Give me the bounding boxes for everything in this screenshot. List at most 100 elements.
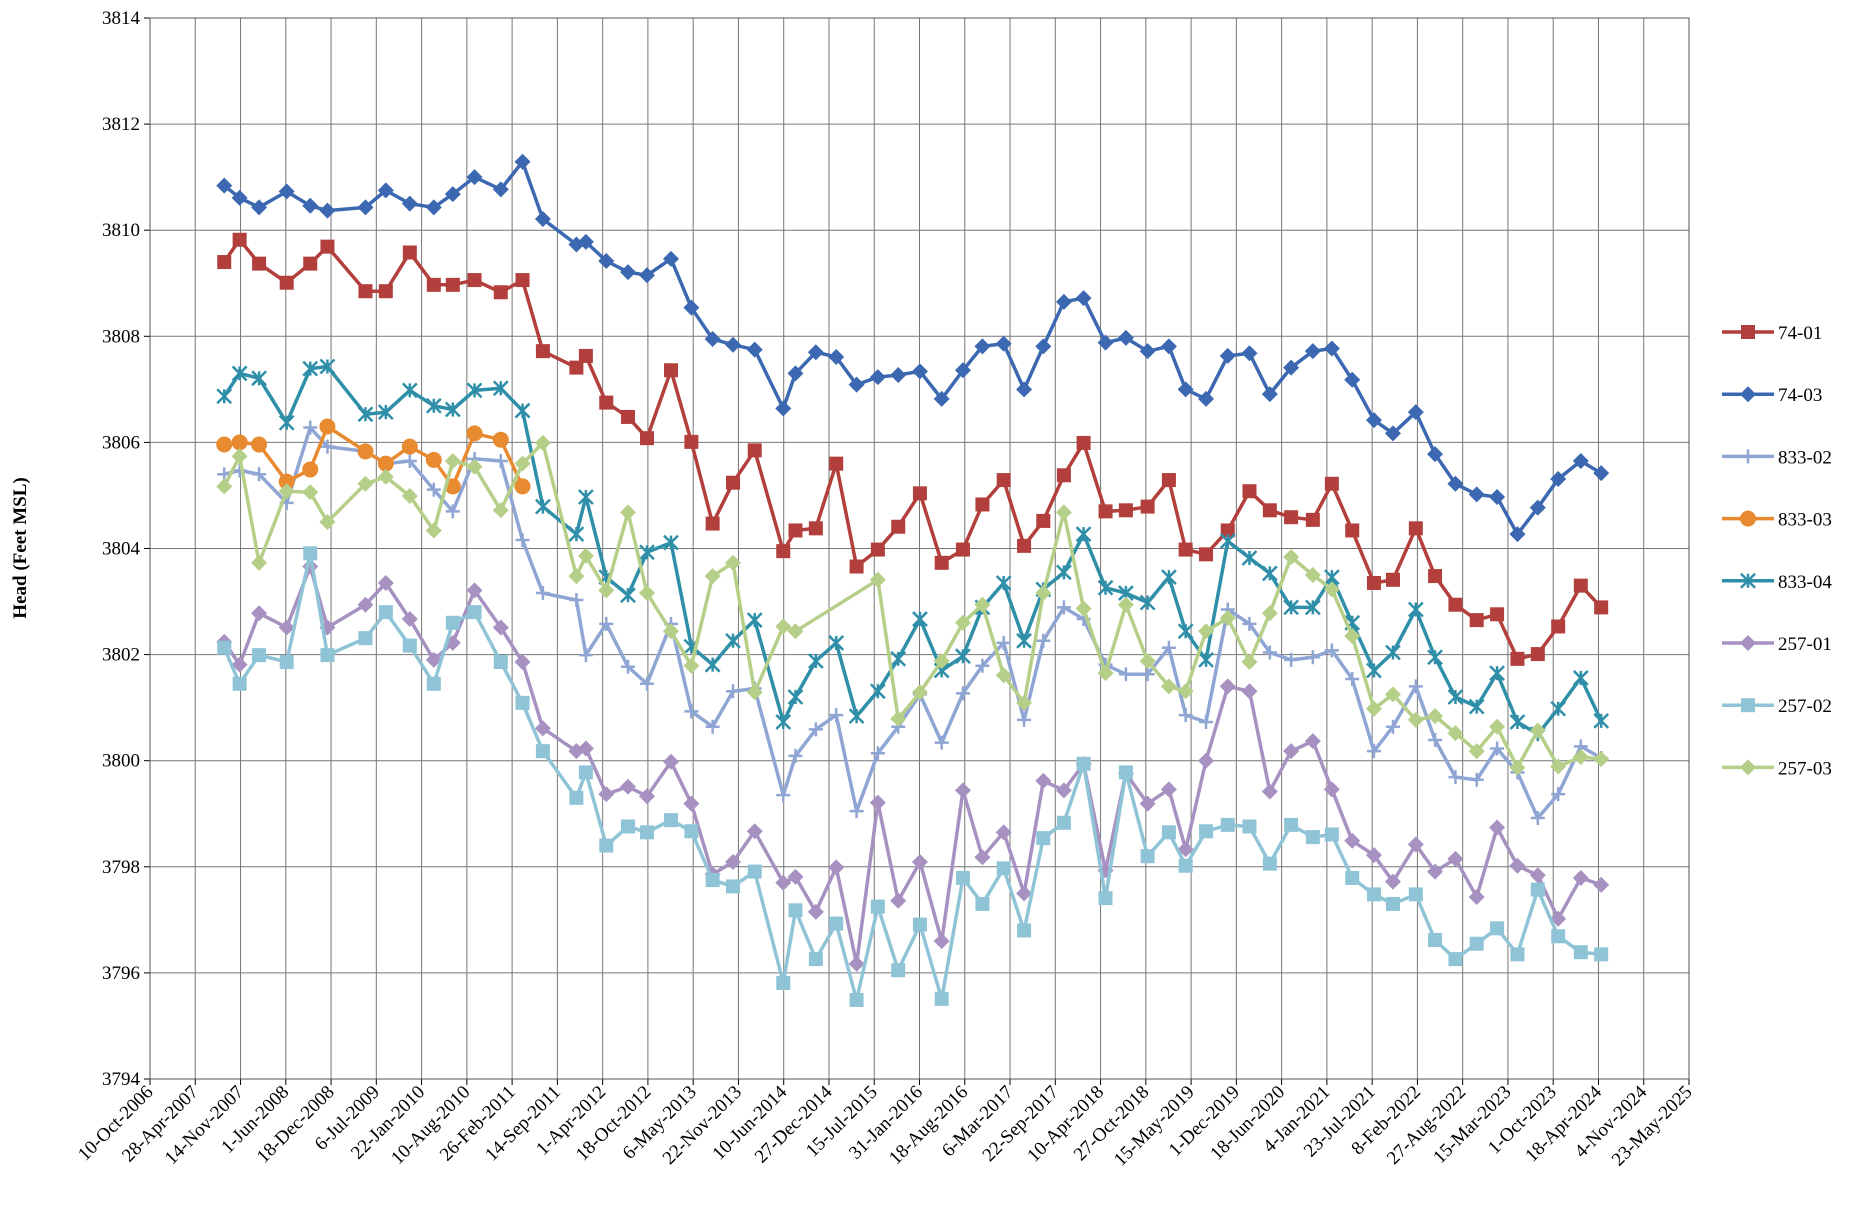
marker xyxy=(1097,665,1114,682)
marker xyxy=(231,448,248,465)
marker xyxy=(639,788,656,805)
marker xyxy=(1055,504,1072,521)
marker xyxy=(787,623,804,640)
marker xyxy=(578,489,594,505)
marker xyxy=(726,475,741,490)
marker xyxy=(1594,600,1609,615)
marker xyxy=(534,720,551,737)
marker xyxy=(1177,623,1194,640)
series xyxy=(217,232,1609,666)
marker xyxy=(1572,748,1589,765)
marker xyxy=(1118,503,1133,518)
marker xyxy=(776,788,791,803)
marker xyxy=(775,714,792,730)
marker xyxy=(1242,484,1257,499)
marker xyxy=(1117,596,1134,613)
marker xyxy=(955,542,970,557)
marker xyxy=(1468,743,1485,760)
marker xyxy=(252,256,267,271)
marker xyxy=(1139,795,1156,812)
marker xyxy=(1593,751,1610,768)
marker xyxy=(1284,817,1299,832)
marker xyxy=(444,452,461,469)
marker xyxy=(425,451,442,468)
marker xyxy=(912,917,927,932)
marker xyxy=(1344,371,1361,388)
marker xyxy=(577,547,594,564)
marker xyxy=(705,516,720,531)
marker xyxy=(401,195,418,212)
marker xyxy=(1097,334,1114,351)
marker xyxy=(704,330,721,347)
marker xyxy=(995,667,1012,684)
marker xyxy=(995,824,1012,841)
legend-label: 833-02 xyxy=(1778,447,1832,468)
y-tick-label: 3802 xyxy=(102,645,140,666)
marker xyxy=(890,892,907,909)
marker xyxy=(425,522,442,539)
marker xyxy=(578,348,593,363)
marker xyxy=(1408,887,1423,902)
marker xyxy=(1261,783,1278,800)
marker xyxy=(1035,585,1052,602)
marker xyxy=(1740,510,1756,527)
marker xyxy=(705,719,720,734)
series-line xyxy=(222,551,1602,1002)
y-tick-label: 3798 xyxy=(102,857,140,878)
marker xyxy=(1366,575,1381,590)
marker xyxy=(829,916,844,931)
marker xyxy=(515,533,530,548)
marker xyxy=(620,819,635,834)
marker xyxy=(303,256,318,271)
marker xyxy=(1199,714,1214,729)
marker xyxy=(251,436,268,453)
marker xyxy=(954,362,971,379)
marker xyxy=(1447,850,1464,867)
marker xyxy=(1075,600,1092,617)
marker xyxy=(1345,870,1360,885)
marker xyxy=(1551,619,1566,634)
marker xyxy=(251,554,268,571)
marker xyxy=(869,369,886,386)
marker xyxy=(1573,578,1588,593)
marker xyxy=(302,484,319,501)
marker xyxy=(1469,613,1484,628)
marker xyxy=(492,431,509,448)
marker xyxy=(848,376,865,393)
marker xyxy=(320,239,335,254)
marker xyxy=(1262,645,1277,660)
marker xyxy=(1178,542,1193,557)
marker xyxy=(1469,936,1484,951)
marker xyxy=(1323,781,1340,798)
marker xyxy=(1428,569,1443,584)
marker xyxy=(1017,538,1032,553)
marker xyxy=(1160,678,1177,695)
marker xyxy=(639,585,656,602)
marker xyxy=(466,425,483,442)
marker xyxy=(231,189,248,206)
marker xyxy=(493,453,508,468)
marker xyxy=(1160,338,1177,355)
marker xyxy=(514,455,531,472)
marker xyxy=(1365,700,1382,717)
marker xyxy=(320,439,335,454)
marker xyxy=(1177,381,1194,398)
marker xyxy=(377,468,394,485)
legend-label: 74-03 xyxy=(1778,385,1822,406)
marker xyxy=(1447,475,1464,492)
marker xyxy=(808,952,823,967)
marker xyxy=(996,473,1011,488)
marker xyxy=(569,360,584,375)
marker xyxy=(663,534,679,551)
marker xyxy=(808,521,823,536)
marker xyxy=(1198,623,1215,640)
marker xyxy=(1408,679,1423,694)
marker xyxy=(640,431,655,446)
marker xyxy=(1117,329,1134,346)
marker xyxy=(1510,651,1525,666)
marker xyxy=(1219,533,1236,549)
y-axis-title: Head (Feet MSL) xyxy=(10,477,31,618)
marker xyxy=(891,963,906,978)
marker xyxy=(278,619,295,636)
marker xyxy=(1323,581,1340,598)
